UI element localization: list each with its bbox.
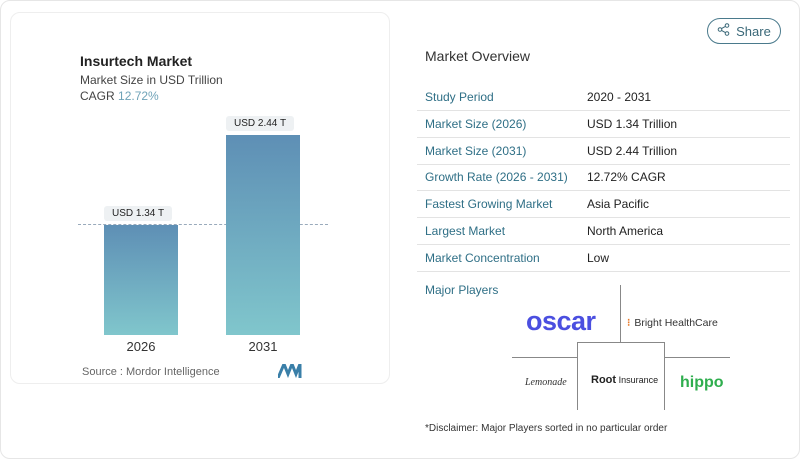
overview-row: Growth Rate (2026 - 2031) 12.72% CAGR (417, 164, 790, 192)
row-value: North America (587, 224, 664, 238)
row-value: Asia Pacific (587, 197, 650, 212)
share-icon (717, 23, 730, 39)
chart-title: Insurtech Market (80, 53, 193, 69)
oscar-logo: oscar (526, 306, 596, 336)
bright-sun-icon: ⁝ (627, 317, 631, 329)
chart-card (10, 12, 390, 384)
row-value: 12.72% CAGR (587, 170, 666, 185)
row-key: Largest Market (425, 224, 506, 238)
hippo-logo: hippo (680, 374, 724, 391)
x-tick-label: 2031 (248, 339, 278, 354)
overview-row: Market Size (2031) USD 2.44 Trillion (417, 138, 790, 165)
bar-2031 (226, 134, 300, 335)
share-label: Share (736, 23, 771, 39)
chart-subtitle: Market Size in USD Trillion (80, 73, 223, 87)
overview-row: Largest Market North America (417, 218, 790, 245)
cagr-label: CAGR (80, 89, 115, 103)
overview-row: Market Size (2026) USD 1.34 Trillion (417, 111, 790, 138)
overview-row: Study Period 2020 - 2031 (417, 84, 790, 111)
bar-data-label: USD 1.34 T (104, 206, 173, 222)
source: Source : Mordor Intelligence (82, 366, 220, 378)
row-value: 2020 - 2031 (587, 90, 652, 104)
major-players-label: Major Players (425, 283, 499, 297)
bar-data-label: USD 2.44 T (226, 115, 295, 131)
row-key: Study Period (425, 90, 494, 104)
row-key: Market Size (2026) (425, 116, 527, 131)
bright-healthcare-logo: ⁝ Bright HealthCare (627, 317, 718, 329)
row-value: USD 2.44 Trillion (587, 143, 678, 158)
bar-2026 (104, 225, 178, 335)
row-value: USD 1.34 Trillion (587, 116, 678, 131)
row-value: Low (587, 250, 610, 265)
reference-line (78, 224, 328, 225)
overview-row: Fastest Growing Market Asia Pacific (417, 191, 790, 219)
x-tick-label: 2026 (126, 339, 156, 354)
root-insurance-logo: Root Insurance (591, 374, 659, 386)
lemonade-logo: Lemonade (525, 377, 567, 388)
overview-title: Market Overview (425, 48, 531, 64)
cagr-value: 12.72% (118, 89, 159, 103)
disclaimer: *Disclaimer: Major Players sorted in no … (425, 423, 668, 434)
row-key: Market Concentration (425, 250, 540, 265)
row-key: Fastest Growing Market (425, 197, 553, 212)
mordor-logo-icon (276, 359, 302, 383)
cagr: CAGR 12.72% (80, 89, 159, 103)
row-key: Growth Rate (2026 - 2031) (425, 170, 568, 185)
overview-row: Market Concentration Low (417, 245, 790, 272)
row-key: Market Size (2031) (425, 143, 527, 158)
share-button[interactable]: Share (707, 18, 781, 44)
